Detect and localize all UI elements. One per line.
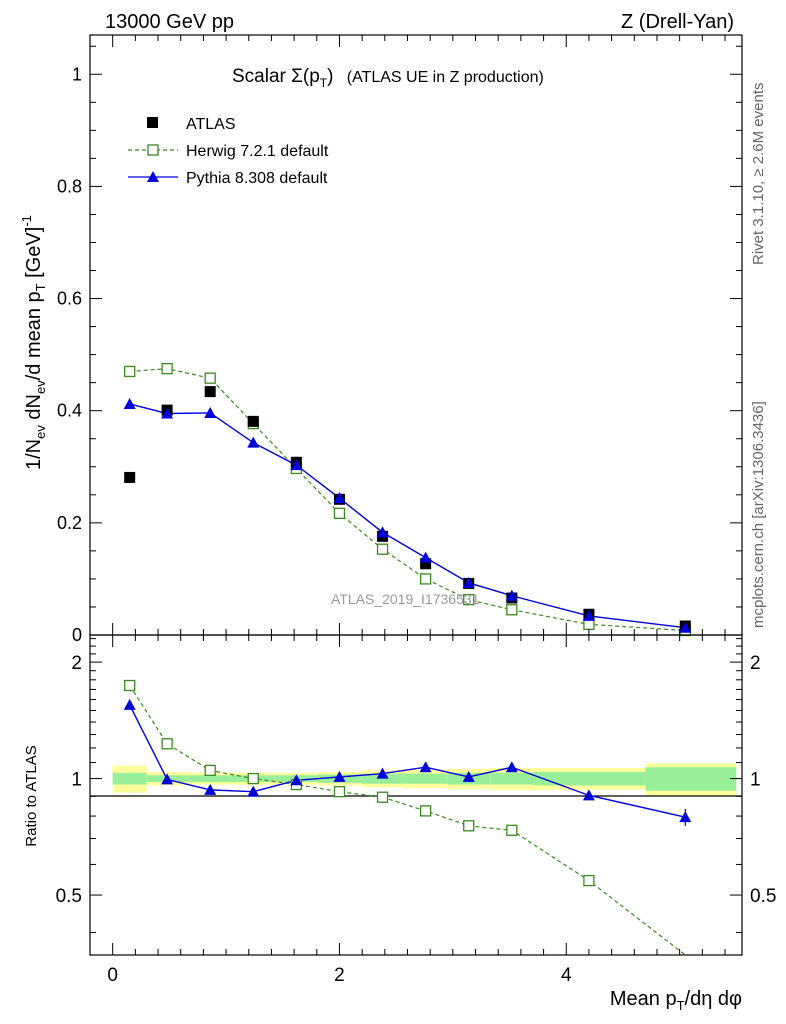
ratio-pythia-point [247,785,260,797]
pythia-point [247,436,260,448]
ratio-herwig-point [333,786,346,798]
ratio-pythia-point [123,698,136,710]
ratio-pythia-point [419,761,432,773]
ratio-pythia-point [204,783,217,795]
ratio-herwig-point [247,772,259,785]
pythia-point [679,621,692,633]
main-y-tick-label: 0 [72,625,82,645]
ratio-y-axis-label: Ratio to ATLAS [23,745,40,846]
ratio-herwig-point [463,820,475,832]
main-y-tick-label: 1 [72,64,82,84]
ratio-herwig-point [204,764,216,777]
ratio-frame [89,634,743,956]
pythia-point [376,526,389,538]
x-tick-label: 2 [334,965,345,986]
ratio-series-group [123,679,692,955]
ratio-y-tick-label-right: 1 [750,770,761,791]
ratio-herwig-point [376,791,389,803]
ratio-band-inner [361,773,405,784]
ratio-band-inner [533,771,646,786]
ratio-band-inner [490,772,534,785]
pythia-point [123,397,136,409]
main-y-tick-label: 0.6 [57,289,82,309]
herwig-point [463,594,475,606]
legend-pythia-label: Pythia 8.308 default [186,170,328,187]
ratio-band-inner [112,772,147,785]
ratio-herwig-point [124,679,136,692]
legend-atlas-marker [147,117,158,128]
herwig-point [333,507,346,519]
main-y-tick-label: 0.2 [57,513,82,533]
atlas-point [124,471,136,483]
pythia-point [462,576,475,588]
main-y-tick-label: 0.4 [57,401,82,421]
pythia-point [333,492,346,504]
ratio-band-inner [645,767,737,791]
ratio-herwig-point [419,805,432,817]
ratio-herwig-line [129,685,686,955]
main-title-subscript: T [320,76,328,90]
x-tick-label: 0 [107,965,118,986]
pythia-point [419,551,432,563]
herwig-point [161,362,173,375]
ratio-y-tick-label: 0.5 [56,886,82,907]
main-title-text: Scalar Σ(p [232,66,320,87]
x-axis-label: Mean pT/dη dφ [610,988,742,1013]
pythia-point [505,589,518,601]
main-title-rest: (ATLAS UE in Z production) [347,69,544,86]
herwig-point [506,604,518,616]
ratio-pythia-point [161,773,174,785]
pythia-point [204,406,217,418]
legend-pythia-marker [147,171,159,182]
pythia-point [161,407,174,419]
ratio-panel: 0.5 0.5 1 1 2 2 0 2 4 [56,634,776,986]
ratio-pythia-point [462,770,475,782]
ratio-pythia-point [376,767,389,779]
ratio-y-tick-label: 2 [71,653,82,674]
header-process-label: Z (Drell-Yan) [621,11,734,33]
ratio-band-inner [404,773,448,784]
ratio-herwig-point [583,874,595,887]
rivet-label: Rivet 3.1.10, ≥ 2.6M events [750,83,767,266]
ratio-herwig-point [506,824,518,836]
atlas-point [420,558,432,570]
ratio-y-tick-label-right: 0.5 [750,886,776,907]
herwig-line [129,368,686,632]
main-title-close: ) [327,66,333,87]
herwig-point [124,365,136,378]
legend-atlas-label: ATLAS [186,116,236,133]
main-panel: 0 0.2 0.4 0.6 0.8 1 ATLAS_2019_I1736531 Scala… [57,34,743,645]
ratio-pythia-line [129,704,686,818]
main-y-tick-label: 0.8 [57,176,82,196]
mcplots-label: mcplots.cern.ch [arXiv:1306.3436] [750,401,767,628]
herwig-point [419,573,432,585]
ratio-pythia-point [290,774,303,786]
herwig-point [376,543,389,555]
main-title: Scalar Σ(pT) (ATLAS UE in Z production) [232,66,544,90]
pythia-point [290,459,303,471]
ratio-y-tick-label: 1 [71,770,82,791]
header-energy-label: 13000 GeV pp [105,11,234,33]
pythia-line [129,403,686,629]
ratio-pythia-point [582,789,595,801]
herwig-point [204,372,216,384]
ratio-pythia-point [505,761,518,773]
analysis-watermark: ATLAS_2019_I1736531 [331,591,480,607]
pythia-point [582,609,595,621]
ratio-band-inner [188,775,232,782]
atlas-point [204,386,216,398]
ratio-pythia-point [333,770,346,782]
ratio-herwig-point [161,738,173,750]
x-tick-label: 4 [561,965,572,986]
legend-herwig-marker [147,144,159,156]
legend-herwig-label: Herwig 7.2.1 default [186,143,329,160]
ratio-y-tick-label-right: 2 [750,653,761,674]
main-y-axis-label: 1/Nev dNev/d mean pT [GeV]-1 [19,215,48,470]
ratio-pythia-point [679,811,692,823]
legend: ATLAS Herwig 7.2.1 default Pythia 8.308 … [128,116,329,187]
atlas-point [247,415,259,427]
